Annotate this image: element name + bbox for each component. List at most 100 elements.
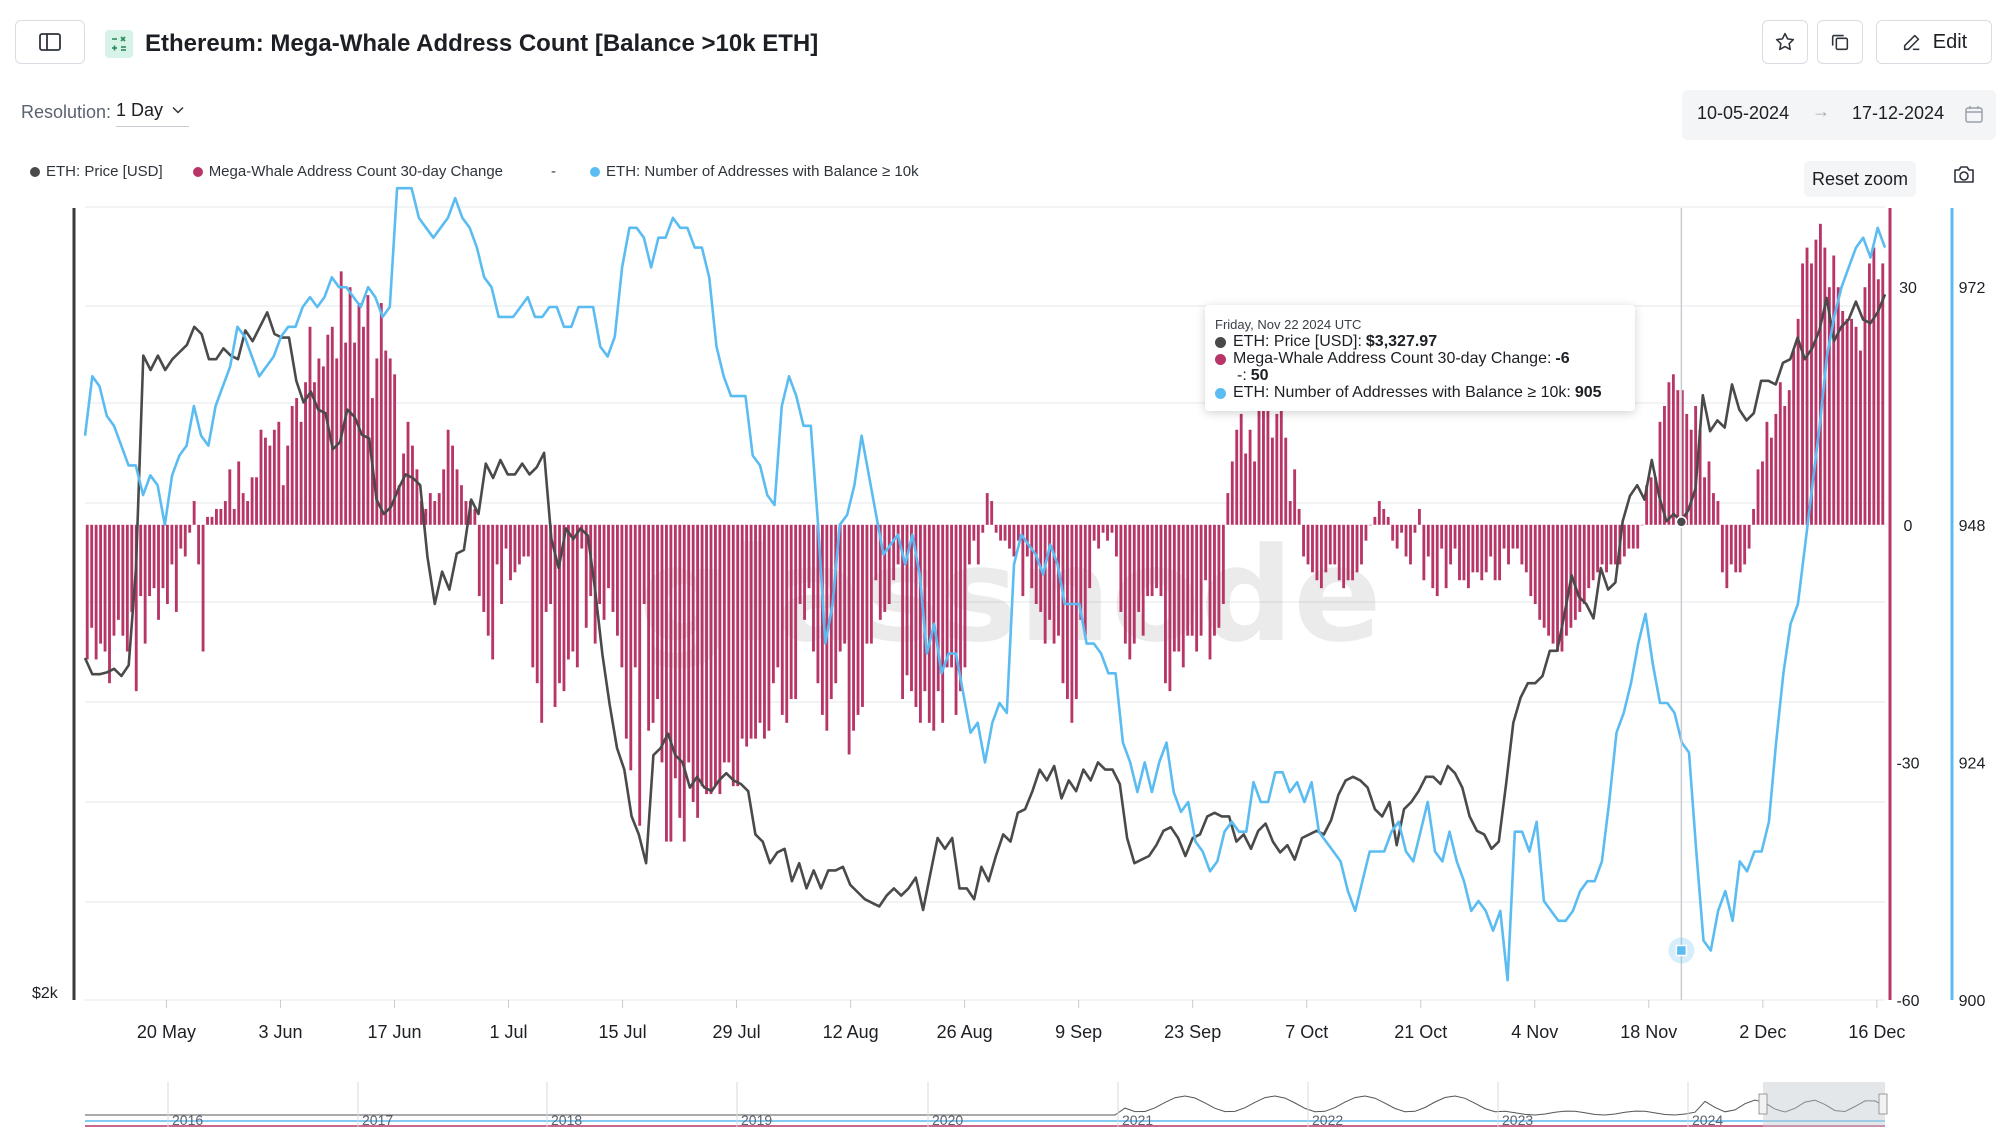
change-bar — [451, 445, 454, 525]
change-bar — [629, 524, 633, 771]
change-bar — [1783, 406, 1787, 525]
change-bar — [1440, 524, 1444, 549]
change-bar — [901, 524, 904, 700]
change-bar — [1698, 429, 1702, 525]
change-bar — [1640, 524, 1644, 526]
change-bar — [1876, 279, 1880, 525]
calendar-icon[interactable] — [1964, 104, 1984, 124]
legend-item-price[interactable]: ETH: Price [USD] — [30, 163, 163, 180]
legend-label-count: ETH: Number of Addresses with Balance ≥ … — [606, 163, 919, 180]
change-bar — [638, 524, 642, 826]
change-bar — [1034, 524, 1038, 604]
change-bar — [411, 445, 414, 525]
minimap-year-label: 2017 — [362, 1112, 393, 1128]
change-bar — [959, 524, 962, 692]
change-bar — [616, 524, 619, 636]
change-bar — [112, 524, 116, 636]
date-range-picker[interactable] — [1682, 90, 1996, 140]
change-bar — [143, 524, 147, 644]
change-bar — [1012, 524, 1016, 557]
change-bar — [1600, 524, 1604, 565]
chevron-down-icon — [172, 106, 184, 114]
change-bar — [370, 398, 374, 525]
legend-item-dash[interactable]: - — [551, 163, 556, 180]
change-bar — [1627, 524, 1631, 549]
change-bar — [486, 524, 490, 636]
legend-item-count[interactable]: ETH: Number of Addresses with Balance ≥ … — [590, 163, 919, 180]
change-bar — [647, 524, 651, 731]
change-bar — [673, 524, 677, 779]
change-bar — [1253, 461, 1256, 525]
change-bar — [758, 524, 762, 723]
change-bar — [1756, 469, 1760, 525]
legend-item-change[interactable]: Mega-Whale Address Count 30-day Change — [192, 163, 503, 180]
date-to[interactable]: 17-12-2024 — [1852, 103, 1945, 123]
change-bar — [1319, 524, 1323, 589]
change-bar — [468, 501, 472, 525]
date-from[interactable]: 10-05-2024 — [1697, 103, 1790, 123]
duplicate-button[interactable] — [1817, 20, 1863, 64]
change-bar — [794, 524, 798, 700]
change-bar — [1422, 524, 1426, 581]
change-bar — [1462, 524, 1466, 581]
change-bar — [259, 429, 263, 525]
change-bar — [1293, 469, 1297, 525]
change-bar — [1471, 524, 1475, 573]
tooltip-row-dash: -: 50 — [1237, 367, 1269, 385]
change-bar — [1079, 524, 1083, 620]
change-bar — [789, 524, 793, 700]
tooltip-label-dash: -: — [1237, 367, 1247, 384]
change-bar — [1863, 287, 1867, 525]
change-bar — [353, 342, 356, 525]
favorite-button[interactable] — [1762, 20, 1808, 64]
hover-halo — [1668, 937, 1695, 964]
change-bar — [1057, 524, 1060, 636]
change-bar — [152, 524, 156, 589]
x-axis-tick: 21 Oct — [1394, 1022, 1447, 1042]
resolution-select[interactable]: 1 Day — [116, 98, 190, 127]
change-bar — [1658, 421, 1662, 525]
change-bar — [210, 516, 214, 525]
change-bar — [295, 398, 299, 525]
change-bar — [1137, 524, 1141, 612]
change-bar — [1177, 524, 1181, 652]
minimap-year-label: 2018 — [551, 1112, 582, 1128]
change-bar — [1676, 390, 1680, 525]
change-bar — [682, 524, 686, 842]
change-bar — [1720, 524, 1724, 573]
change-bar — [1444, 524, 1448, 589]
change-bar — [1204, 524, 1207, 581]
minimap-year-label: 2022 — [1312, 1112, 1343, 1128]
change-bar — [1587, 524, 1591, 589]
change-bar — [624, 524, 628, 739]
change-bar — [1507, 524, 1510, 565]
pencil-icon — [1903, 34, 1920, 51]
edit-button[interactable]: Edit — [1876, 20, 1992, 64]
change-bar — [905, 524, 909, 676]
change-bar — [700, 524, 704, 787]
axes: $2k 30 0 -30 -60 972 948 924 900 20 May 3 Jun 17 Ju… — [32, 208, 1985, 1042]
change-bar — [1725, 524, 1729, 589]
change-bar — [967, 524, 971, 565]
camera-icon[interactable] — [1952, 165, 1976, 185]
minimap-handle-left — [1758, 1093, 1768, 1115]
change-bar — [206, 516, 209, 525]
change-bar — [1524, 524, 1528, 573]
change-bar — [1867, 263, 1871, 525]
change-bar — [1373, 516, 1377, 525]
change-bar — [188, 524, 192, 533]
change-bar — [1556, 524, 1559, 652]
change-bar — [865, 524, 869, 644]
change-bar — [558, 524, 561, 684]
change-bar — [829, 524, 833, 700]
change-bar — [914, 524, 918, 707]
change-bar — [1248, 429, 1252, 525]
change-bar — [99, 524, 103, 644]
reset-zoom-button[interactable]: Reset zoom — [1804, 161, 1916, 197]
sidebar-toggle-button[interactable] — [15, 20, 85, 64]
change-bar — [1538, 524, 1542, 620]
change-bar — [1498, 524, 1502, 581]
change-bar — [1413, 524, 1417, 533]
change-bar — [981, 524, 985, 533]
change-bar — [384, 350, 388, 525]
